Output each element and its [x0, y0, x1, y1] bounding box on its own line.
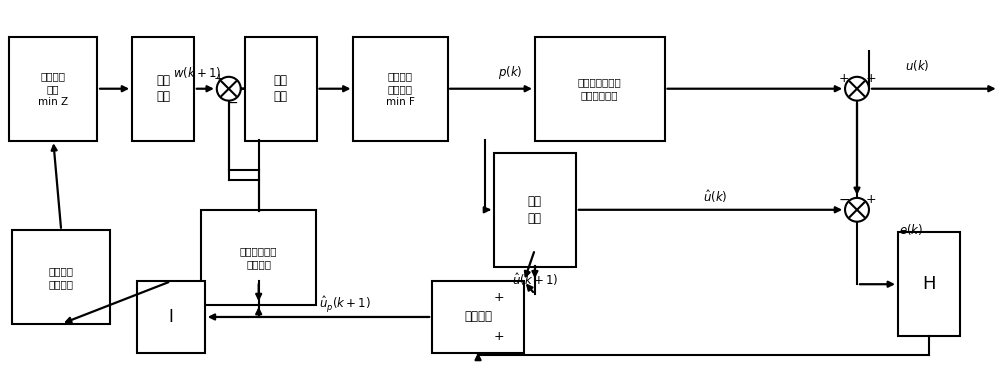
Ellipse shape: [845, 198, 869, 222]
Text: 输出预测: 输出预测: [464, 310, 492, 324]
Text: +: +: [213, 72, 224, 85]
Bar: [898, 232, 960, 336]
Text: 参考
轨迹: 参考 轨迹: [156, 74, 170, 104]
Bar: [494, 153, 576, 267]
Text: +: +: [839, 72, 849, 85]
Text: +: +: [494, 330, 504, 343]
Text: $u(k)$: $u(k)$: [905, 59, 929, 74]
Text: +: +: [494, 291, 504, 304]
Ellipse shape: [845, 77, 869, 101]
Text: H: H: [922, 275, 936, 293]
Text: $\hat{u}_p(k+1)$: $\hat{u}_p(k+1)$: [319, 294, 371, 314]
Bar: [535, 37, 665, 141]
Text: +: +: [866, 72, 876, 85]
Text: I: I: [168, 308, 173, 326]
Bar: [12, 230, 110, 324]
Text: 预测
模型: 预测 模型: [528, 195, 542, 225]
Text: 场景
识别: 场景 识别: [274, 74, 288, 104]
Bar: [201, 210, 316, 305]
Text: 动态时间间隔
决策指标: 动态时间间隔 决策指标: [240, 246, 277, 269]
Bar: [432, 281, 524, 353]
Bar: [9, 37, 97, 141]
Text: $w(k+1)$: $w(k+1)$: [173, 66, 221, 81]
Text: 对象：综合能源
系统调控设备: 对象：综合能源 系统调控设备: [578, 77, 622, 100]
Text: 日前优化
算法
min Z: 日前优化 算法 min Z: [38, 71, 68, 107]
Text: 性能指标
优化算法
min F: 性能指标 优化算法 min F: [386, 71, 415, 107]
Bar: [137, 281, 205, 353]
Bar: [353, 37, 448, 141]
Text: $\hat{u}(k)$: $\hat{u}(k)$: [703, 188, 728, 205]
Bar: [245, 37, 317, 141]
Text: −: −: [838, 193, 850, 207]
Bar: [132, 37, 194, 141]
Text: $p(k)$: $p(k)$: [498, 64, 522, 81]
Text: $\hat{u}(k+1)$: $\hat{u}(k+1)$: [512, 271, 558, 288]
Text: $e(k)$: $e(k)$: [899, 222, 923, 237]
Ellipse shape: [217, 77, 241, 101]
Text: 参考轨迹
校正指标: 参考轨迹 校正指标: [49, 266, 74, 289]
Text: +: +: [866, 193, 876, 206]
Text: −: −: [227, 96, 239, 109]
